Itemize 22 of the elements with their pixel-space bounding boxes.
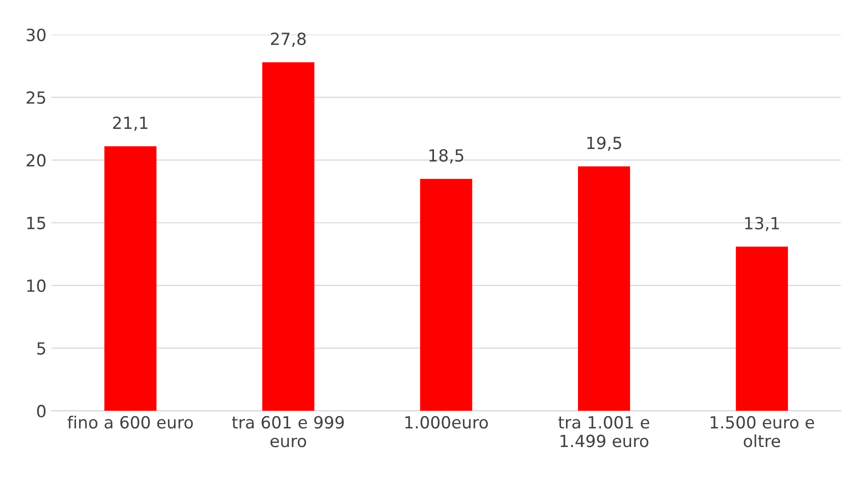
y-tick-label: 15 <box>27 216 46 230</box>
bar <box>420 178 472 411</box>
data-label: 21,1 <box>113 116 148 131</box>
y-tick-label: 10 <box>27 279 46 292</box>
bar <box>104 146 156 411</box>
data-label: 27,8 <box>270 32 306 47</box>
bar <box>736 246 788 411</box>
y-tick-label: 0 <box>37 404 46 418</box>
x-tick-label: fino a 600 euro <box>67 416 193 429</box>
x-tick-label: tra 1.001 e 1.499 euro <box>558 416 650 448</box>
y-tick-label: 20 <box>26 154 46 167</box>
data-label: 19,5 <box>587 136 622 151</box>
data-label: 18,5 <box>429 149 464 164</box>
data-label: 13,1 <box>745 216 779 232</box>
y-tick-label: 5 <box>37 342 46 355</box>
x-tick-label: tra 601 e 999 euro <box>232 416 344 448</box>
bar <box>262 62 314 411</box>
bar <box>578 166 630 411</box>
x-tick-label: 1.500 euro e oltre <box>710 416 814 448</box>
y-tick-label: 30 <box>26 28 46 42</box>
y-tick-label: 25 <box>26 91 46 104</box>
x-tick-label: 1.000euro <box>405 416 488 429</box>
